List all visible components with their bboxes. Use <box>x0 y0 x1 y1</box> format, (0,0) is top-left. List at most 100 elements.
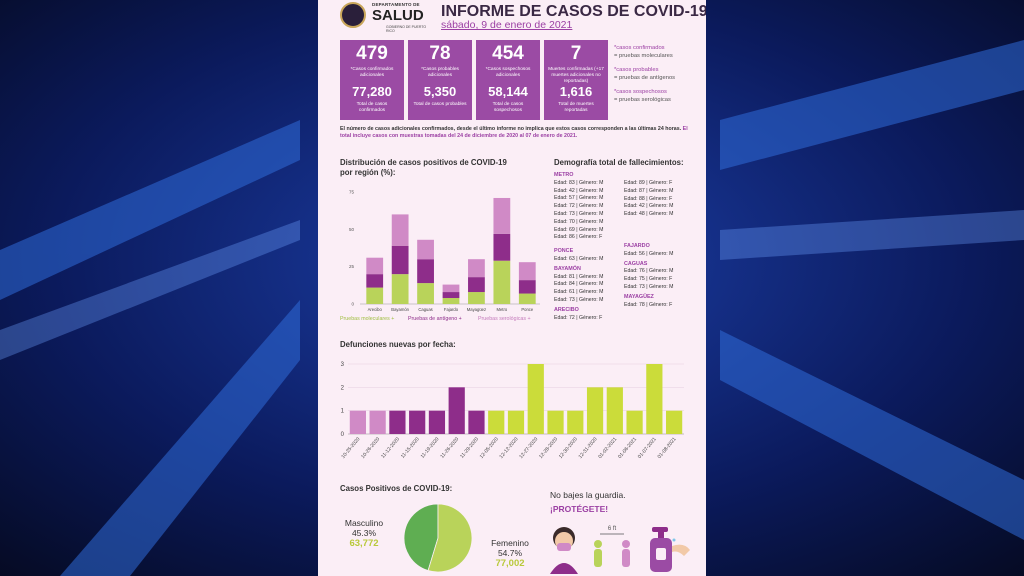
dates-bar <box>646 364 663 434</box>
stat-value: 78 <box>429 43 451 64</box>
covid-report-poster: DEPARTAMENTO DE SALUD GOBIERNO DE PUERTO… <box>318 0 706 576</box>
protect-message: No bajes la guardia. <box>550 490 626 500</box>
dates-bar <box>547 410 564 434</box>
logo-dept-main: SALUD <box>372 7 424 24</box>
death-entry: Edad: 89 | Género: F <box>624 180 673 186</box>
report-title: INFORME DE CASOS DE COVID-19 <box>441 3 706 20</box>
dates-x-label: 12-31-2020 <box>578 436 599 460</box>
stat-value: 454 <box>492 43 524 64</box>
death-entry: Edad: 73 | Género: M <box>624 283 674 290</box>
deaths-column-1: METRO Edad: 83 | Género: M Edad: 42 | Gé… <box>554 172 626 322</box>
region-bar-segment <box>468 292 485 304</box>
region-stacked-bar-chart: 0 25 50 75 Arecibo Bayamón Caguas Fajardo Mayagü… <box>349 190 540 312</box>
stat-total-label: Total de casos probables <box>413 102 467 107</box>
region-bar-segment <box>391 245 409 275</box>
legend-definition: = pruebas de antígenos <box>614 75 676 81</box>
region-chart-title-line1: Distribución de casos positivos de COVID… <box>340 158 507 167</box>
dates-x-label: 12-28-2020 <box>538 436 559 460</box>
region-bar-segment <box>493 197 511 234</box>
region-bar-segment <box>417 239 434 260</box>
legend-term: *casos confirmados <box>614 45 665 51</box>
death-entry: Edad: 84 | Género: M <box>554 281 604 288</box>
region-bar-segment <box>518 262 536 281</box>
death-entry: Edad: 57 | Género: M <box>554 195 604 202</box>
death-entry: Edad: 76 | Género: M <box>624 268 674 275</box>
stat-card-suspected: 454 *Casos sospechosos adicionales 58,14… <box>476 40 540 120</box>
death-entry: Edad: 70 | Género: M <box>554 218 604 225</box>
death-entry: Edad: 63 | Género: M <box>554 255 604 262</box>
dates-bar <box>666 410 683 434</box>
death-entry: Edad: 72 | Género: M <box>554 203 604 210</box>
deaths-column-2: Edad: 89 | Género: F Edad: 87 | Género: … <box>624 180 696 309</box>
dates-bar <box>606 387 623 434</box>
region-bar-segment <box>366 287 384 304</box>
pie-label-female: Femenino 54.7% 77,002 <box>480 538 540 569</box>
death-entry: Edad: 42 | Género: M <box>554 187 604 194</box>
pie-label-male: Masculino 45.3% 63,772 <box>336 518 392 549</box>
pie-slice <box>427 503 473 573</box>
stat-card-confirmed: 479 *Casos confirmados adicionales 77,28… <box>340 40 404 120</box>
dates-x-label: 12-12-2020 <box>498 436 519 460</box>
dates-y-tick: 2 <box>341 385 345 391</box>
stat-label: *Casos sospechosos adicionales <box>485 67 531 78</box>
region-bar-segment <box>493 260 511 304</box>
dates-bar <box>527 364 544 434</box>
dates-x-label: 12-27-2020 <box>518 436 539 460</box>
region-x-label: Ponce <box>521 307 534 312</box>
region-bar-segment <box>468 259 485 278</box>
pie-chart-title: Casos Positivos de COVID-19: <box>340 484 453 493</box>
dates-bar <box>428 410 446 434</box>
case-type-legend: *casos confirmados = pruebas moleculares… <box>614 44 704 110</box>
pie-label-female-name: Femenino <box>491 538 529 548</box>
health-department-logo: DEPARTAMENTO DE SALUD GOBIERNO DE PUERTO… <box>372 2 434 33</box>
legend-molecular: Pruebas moleculares + <box>340 316 395 322</box>
region-x-label: Bayamón <box>391 307 409 312</box>
dates-x-label: 01-06-2021 <box>617 436 638 460</box>
dates-bar <box>409 410 426 434</box>
government-seal-logo <box>340 2 366 28</box>
dates-bar <box>567 410 584 434</box>
dates-x-label: 10-25-2020 <box>340 436 361 460</box>
region-y-tick: 0 <box>351 302 354 307</box>
stat-card-probable: 78 *Casos probables adicionales 5,350 To… <box>408 40 472 120</box>
stat-total: 58,144 <box>488 84 528 99</box>
pie-label-female-count: 77,002 <box>495 558 525 569</box>
stat-total-label: Total de casos sospechosos <box>492 102 524 113</box>
dates-y-tick: 0 <box>341 432 345 438</box>
region-y-tick: 50 <box>349 227 355 232</box>
dates-bar <box>626 410 643 434</box>
death-entry: Edad: 69 | Género: M <box>554 226 604 233</box>
hand-sanitizer-icon <box>650 527 690 572</box>
legend-definition: = pruebas moleculares <box>614 53 673 59</box>
death-entry: Edad: 75 | Género: F <box>624 276 673 283</box>
region-bar-segment <box>391 214 409 246</box>
region-bar-segment <box>442 284 460 293</box>
region-chart-title-line2: por región (%): <box>340 168 396 177</box>
region-bar-segment <box>366 257 384 275</box>
death-region: METRO <box>554 172 574 178</box>
region-x-label: Mayagüez <box>467 307 486 312</box>
dates-y-tick: 1 <box>341 409 345 415</box>
death-entry: Edad: 78 | Género: F <box>624 301 673 308</box>
dates-x-label: 10-26-2020 <box>360 436 381 460</box>
dates-y-tick: 3 <box>341 362 345 368</box>
pie-label-male-name: Masculino <box>344 518 384 528</box>
report-header: DEPARTAMENTO DE SALUD GOBIERNO DE PUERTO… <box>318 0 706 36</box>
death-entry: Edad: 83 | Género: M <box>554 179 604 186</box>
death-region: ARECIBO <box>554 306 579 313</box>
dates-bar <box>369 410 386 434</box>
dates-x-label: 12-30-2020 <box>558 436 579 460</box>
death-region: FAJARDO <box>624 242 650 249</box>
stat-total-label: Total de muertes reportadas <box>558 102 594 113</box>
stat-card-deaths: 7 Muertes confirmadas (+17 muertes adici… <box>544 40 608 120</box>
region-x-label: Caguas <box>418 307 432 312</box>
death-entry: Edad: 86 | Género: F <box>554 234 603 241</box>
stat-label: Muertes confirmadas (+17 muertes adicion… <box>548 67 604 84</box>
dates-x-label: 11-12-2020 <box>380 436 401 459</box>
death-region: BAYAMÓN <box>554 265 581 272</box>
dates-x-label: 11-26-2020 <box>439 436 460 459</box>
distance-label: 6 ft <box>608 526 617 532</box>
dates-bar <box>349 410 366 434</box>
legend-antigen: Pruebas de antígeno + <box>408 316 462 322</box>
stat-label: *Casos confirmados adicionales <box>350 67 394 78</box>
